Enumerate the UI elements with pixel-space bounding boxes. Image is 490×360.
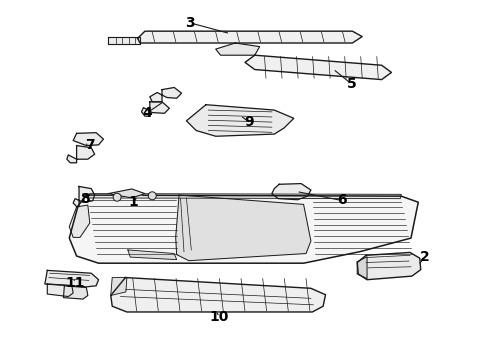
Text: 5: 5 <box>346 77 356 91</box>
Polygon shape <box>45 270 98 287</box>
Polygon shape <box>138 31 362 43</box>
Polygon shape <box>111 278 325 312</box>
Polygon shape <box>67 145 95 163</box>
Text: 8: 8 <box>80 192 90 206</box>
Polygon shape <box>245 55 392 80</box>
Polygon shape <box>186 105 294 136</box>
Text: 3: 3 <box>186 16 195 30</box>
Text: 9: 9 <box>244 115 254 129</box>
Polygon shape <box>142 102 170 116</box>
Polygon shape <box>108 37 140 44</box>
Polygon shape <box>111 278 127 296</box>
Text: 10: 10 <box>210 310 229 324</box>
Circle shape <box>113 193 121 201</box>
Text: 7: 7 <box>85 138 95 152</box>
Polygon shape <box>128 250 177 260</box>
Text: 11: 11 <box>65 276 85 290</box>
Polygon shape <box>73 133 103 145</box>
Polygon shape <box>150 87 182 102</box>
Polygon shape <box>69 205 90 237</box>
Text: 6: 6 <box>337 193 346 207</box>
Polygon shape <box>69 195 418 263</box>
Polygon shape <box>216 43 260 55</box>
Text: 2: 2 <box>420 250 430 264</box>
Polygon shape <box>357 252 421 280</box>
Polygon shape <box>63 286 88 299</box>
Polygon shape <box>176 195 311 261</box>
Circle shape <box>148 192 156 200</box>
Text: 4: 4 <box>143 105 152 120</box>
Polygon shape <box>88 194 401 199</box>
Polygon shape <box>48 284 73 297</box>
Polygon shape <box>357 257 367 279</box>
Polygon shape <box>108 189 145 198</box>
Text: 1: 1 <box>129 195 139 209</box>
Polygon shape <box>73 186 95 207</box>
Polygon shape <box>272 184 311 200</box>
